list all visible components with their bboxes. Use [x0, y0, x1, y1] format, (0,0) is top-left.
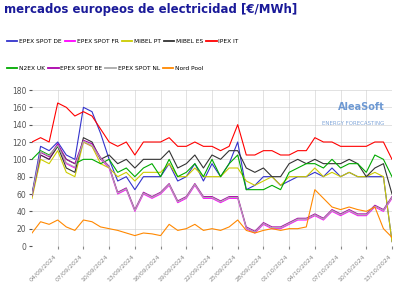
- Text: mercados europeos de electricidad [€/MWh]: mercados europeos de electricidad [€/MWh…: [4, 3, 297, 16]
- Legend: EPEX SPOT DE, EPEX SPOT FR, MIBEL PT, MIBEL ES, IPEX IT: EPEX SPOT DE, EPEX SPOT FR, MIBEL PT, MI…: [7, 39, 239, 44]
- Text: ENERGY FORECASTING: ENERGY FORECASTING: [322, 121, 385, 126]
- Legend: N2EX UK, EPEX SPOT BE, EPEX SPOT NL, Nord Pool: N2EX UK, EPEX SPOT BE, EPEX SPOT NL, Nor…: [7, 66, 203, 71]
- Text: AleaSoft: AleaSoft: [338, 103, 385, 112]
